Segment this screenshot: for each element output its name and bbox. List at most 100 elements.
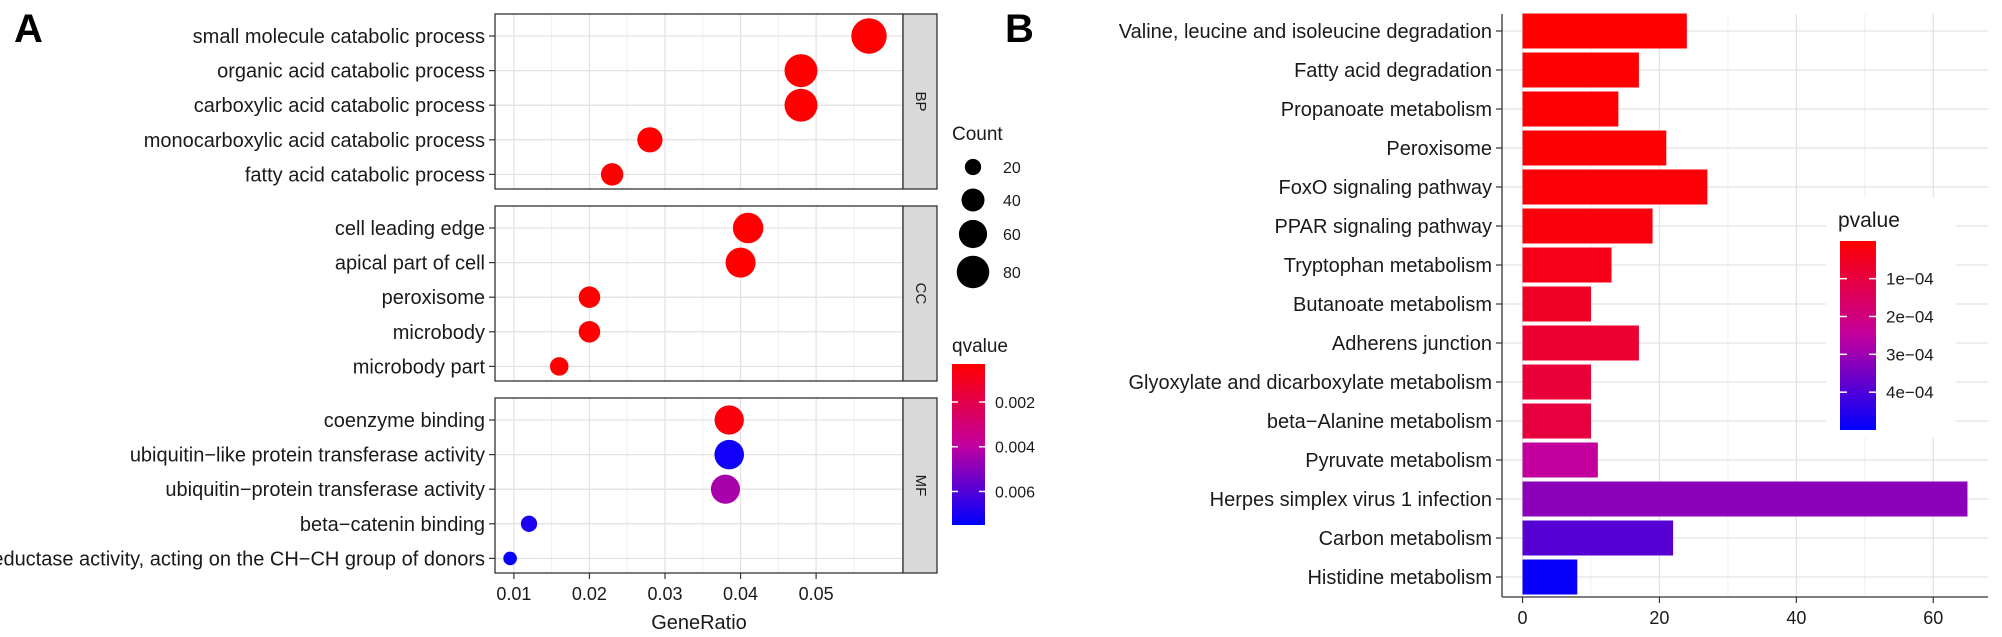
facet-strip-mf — [902, 397, 938, 574]
color-legend-title: qvalue — [952, 336, 1008, 357]
bar — [1522, 442, 1598, 478]
category-label: Carbon metabolism — [1319, 528, 1492, 550]
category-label: Histidine metabolism — [1307, 567, 1492, 589]
dot-point — [520, 515, 538, 532]
category-label: beta−Alanine metabolism — [1267, 411, 1492, 433]
term-label: coenzyme binding — [324, 410, 485, 432]
category-label: Fatty acid degradation — [1294, 60, 1492, 82]
color-legend-bar — [952, 364, 985, 525]
category-label: Herpes simplex virus 1 infection — [1210, 489, 1492, 511]
bar-chart-panel-b: Valine, leucine and isoleucine degradati… — [1119, 13, 1988, 628]
dot-point — [503, 551, 517, 566]
dot-point — [549, 357, 569, 376]
color-legend-label: 4e−04 — [1886, 383, 1934, 402]
dot-plot-panel-a: BP small molecule catabolic process organi… — [0, 13, 1035, 634]
dot-point — [732, 212, 764, 244]
bar — [1522, 325, 1639, 361]
term-label: microbody — [393, 322, 485, 344]
bar — [1522, 403, 1591, 439]
x-tick-label: 0.03 — [647, 584, 682, 604]
x-tick-label: 0 — [1518, 608, 1528, 628]
category-label: Butanoate metabolism — [1293, 294, 1492, 316]
dot-point — [578, 321, 601, 343]
term-label: beta−catenin binding — [300, 514, 485, 536]
size-legend-key — [964, 158, 982, 176]
dot-point — [710, 474, 741, 504]
size-legend-label: 60 — [1003, 227, 1021, 244]
facet-strip-label: CC — [912, 283, 929, 305]
size-legend-key — [961, 188, 985, 212]
facet-panel-bp — [495, 14, 903, 189]
term-label: ubiquitin−protein transferase activity — [165, 479, 485, 501]
term-label: apical part of cell — [335, 253, 485, 275]
bar — [1522, 247, 1612, 283]
category-label: Glyoxylate and dicarboxylate metabolism — [1128, 372, 1492, 394]
color-legend-label: 0.002 — [995, 395, 1035, 412]
bar — [1522, 364, 1591, 400]
bar — [1522, 52, 1639, 88]
term-label: small molecule catabolic process — [193, 26, 485, 48]
bar — [1522, 286, 1591, 322]
term-label: cell leading edge — [335, 218, 485, 240]
bar — [1522, 13, 1687, 49]
term-label: carboxylic acid catabolic process — [194, 95, 485, 117]
dot-point — [637, 127, 663, 153]
size-legend-key — [958, 219, 988, 249]
term-label: fatty acid catabolic process — [245, 164, 485, 186]
color-legend-label: 0.004 — [995, 440, 1035, 457]
color-legend-label: 0.006 — [995, 484, 1035, 501]
bar — [1522, 91, 1619, 127]
size-legend-key — [956, 255, 990, 289]
dot-point — [714, 405, 744, 435]
dot-point — [851, 18, 887, 54]
category-label: PPAR signaling pathway — [1274, 216, 1492, 238]
term-label: monocarboxylic acid catabolic process — [144, 130, 485, 152]
color-legend-title: pvalue — [1838, 209, 1900, 232]
category-label: Peroxisome — [1386, 138, 1492, 160]
dot-point — [714, 439, 745, 470]
bar — [1522, 208, 1653, 244]
facet-strip-bp — [902, 13, 938, 190]
category-label: Propanoate metabolism — [1281, 99, 1492, 121]
facet-strip-label: MF — [912, 475, 929, 497]
color-legend-bar — [1840, 241, 1876, 430]
category-label: Adherens junction — [1332, 333, 1492, 355]
dot-point — [725, 247, 756, 278]
term-label: microbody part — [353, 356, 486, 378]
dot-point — [600, 163, 624, 186]
size-legend-label: 80 — [1003, 265, 1021, 282]
x-tick-label: 0.04 — [723, 584, 758, 604]
bar — [1522, 169, 1708, 205]
x-tick-label: 60 — [1923, 608, 1943, 628]
bar — [1522, 130, 1667, 166]
dot-point — [784, 54, 818, 88]
category-label: Valine, leucine and isoleucine degradati… — [1119, 21, 1492, 43]
color-legend-label: 2e−04 — [1886, 307, 1934, 326]
facet-panel-cc — [495, 206, 903, 381]
size-legend-label: 40 — [1003, 193, 1021, 210]
facet-strip-cc — [902, 205, 938, 382]
dot-point — [784, 88, 818, 122]
term-label: oxidoreductase activity, acting on the C… — [0, 548, 485, 570]
color-legend-label: 1e−04 — [1886, 270, 1934, 289]
bar — [1522, 481, 1968, 517]
size-legend-label: 20 — [1003, 160, 1021, 177]
panel-label-b: B — [1005, 7, 1034, 51]
bar — [1522, 520, 1674, 556]
x-tick-label: 40 — [1786, 608, 1806, 628]
x-tick-label: 0.02 — [572, 584, 607, 604]
term-label: peroxisome — [382, 287, 485, 309]
category-label: Pyruvate metabolism — [1305, 450, 1492, 472]
panel-label-a: A — [14, 7, 43, 51]
x-tick-label: 0.05 — [799, 584, 834, 604]
term-label: organic acid catabolic process — [217, 61, 485, 83]
category-label: FoxO signaling pathway — [1279, 177, 1492, 199]
size-legend-title: Count — [952, 124, 1003, 145]
dot-point — [578, 286, 601, 308]
category-label: Tryptophan metabolism — [1284, 255, 1492, 277]
bar — [1522, 559, 1578, 595]
color-legend-label: 3e−04 — [1886, 345, 1934, 364]
term-label: ubiquitin−like protein transferase activ… — [130, 445, 485, 467]
x-tick-label: 0.01 — [496, 584, 531, 604]
